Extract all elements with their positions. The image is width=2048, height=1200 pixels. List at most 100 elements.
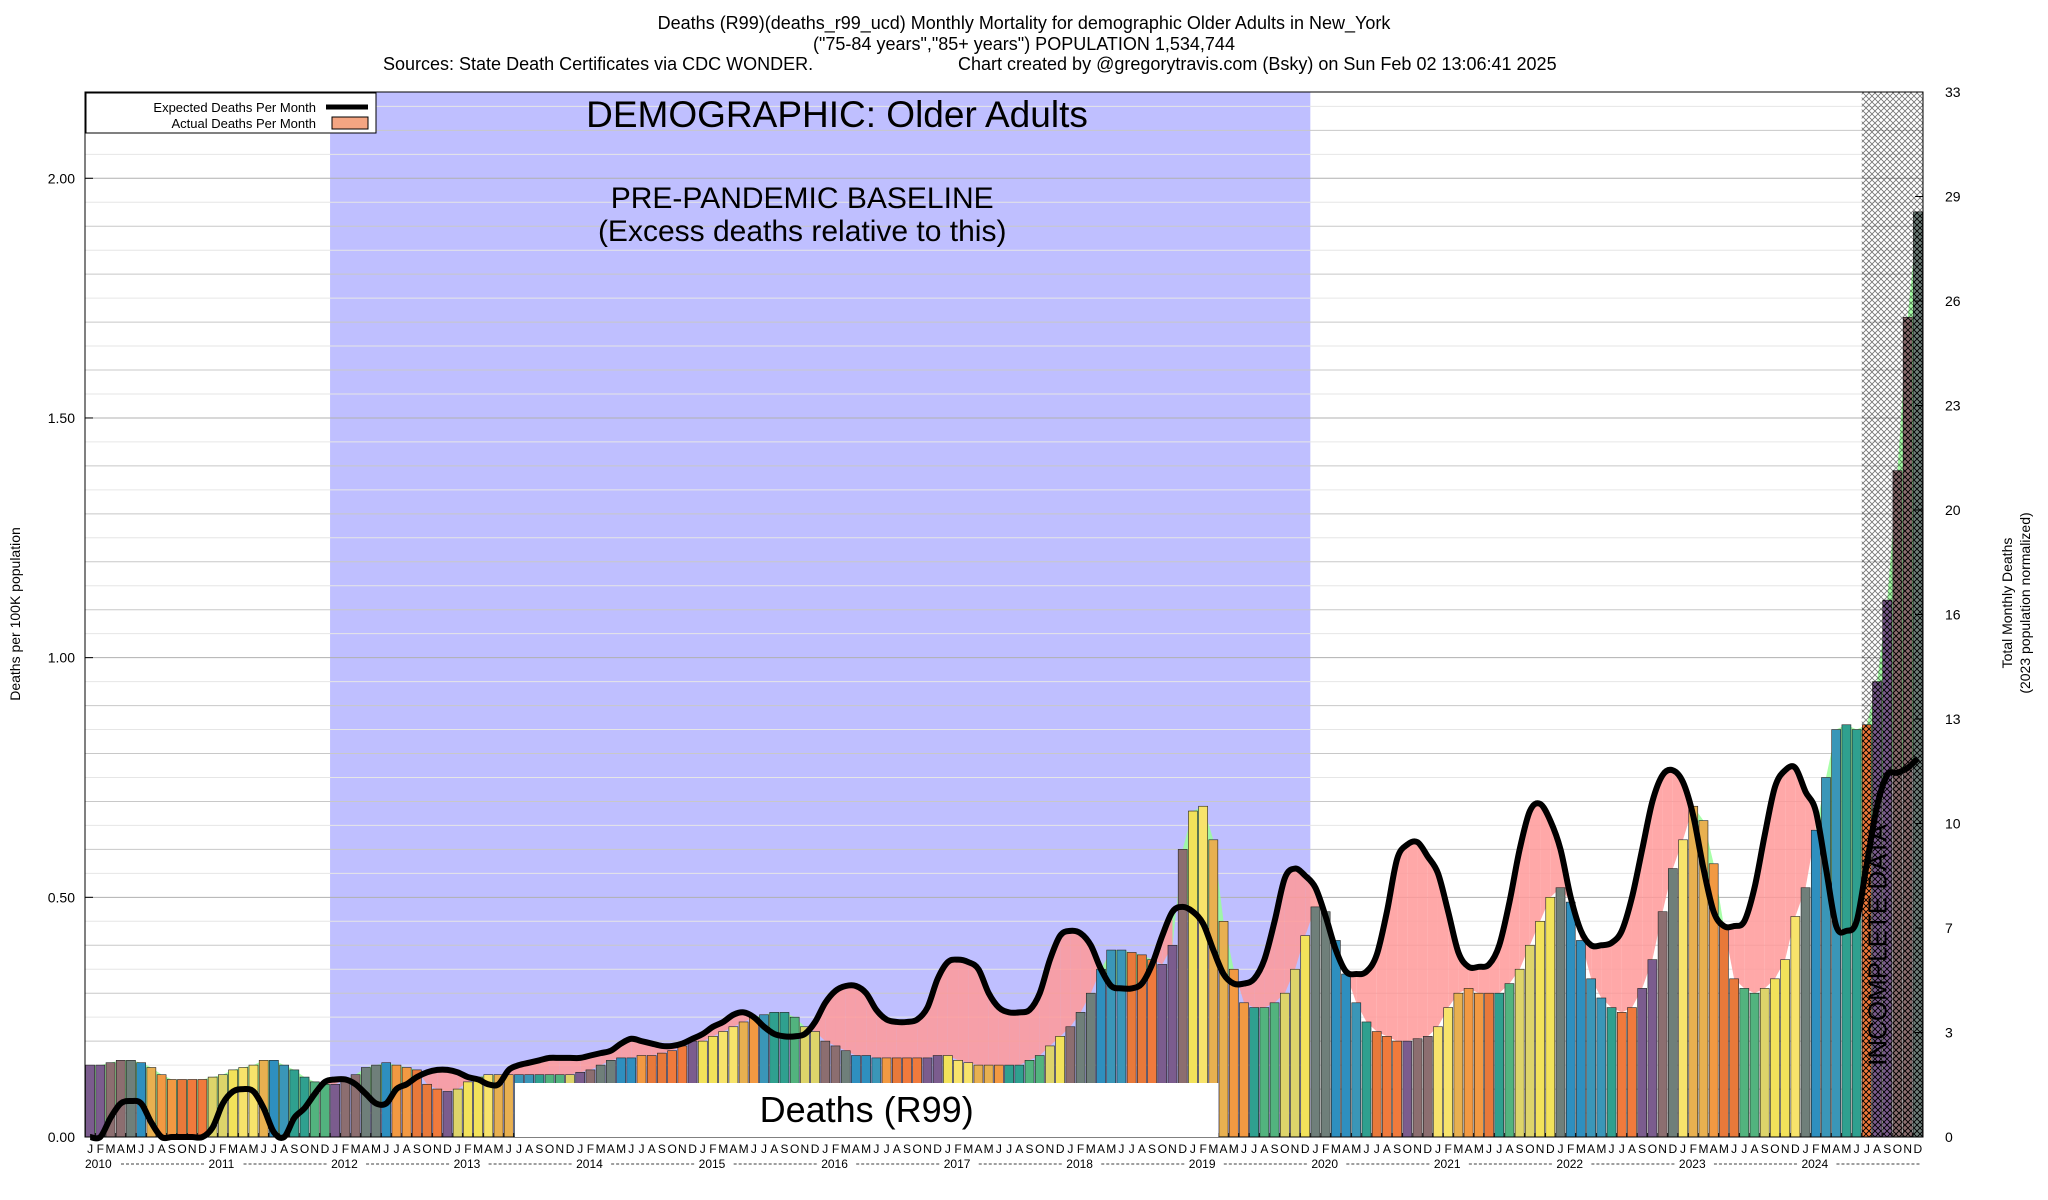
actual-deaths-bar bbox=[1433, 1026, 1443, 1138]
excess-fill-segment bbox=[1376, 911, 1387, 1037]
excess-fill-segment bbox=[1734, 921, 1745, 989]
year-tick-label: 2019 bbox=[1189, 1157, 1216, 1171]
actual-deaths-bar bbox=[1269, 1002, 1280, 1138]
month-tick-label: A bbox=[239, 1142, 247, 1156]
excess-fill-segment bbox=[1601, 942, 1612, 1008]
actual-deaths-bar bbox=[1351, 1002, 1362, 1138]
actual-deaths-bar bbox=[1422, 1036, 1433, 1138]
actual-deaths-bar bbox=[1453, 992, 1464, 1138]
excess-fill-segment bbox=[1162, 911, 1173, 965]
actual-deaths-bar bbox=[1412, 1038, 1423, 1138]
month-tick-label: M bbox=[1576, 1142, 1586, 1156]
month-tick-label: A bbox=[1383, 1142, 1391, 1156]
month-tick-label: A bbox=[362, 1142, 370, 1156]
actual-deaths-bar bbox=[1228, 968, 1239, 1138]
actual-deaths-bar bbox=[1331, 940, 1341, 1138]
excess-fill-segment bbox=[998, 1007, 1010, 1066]
month-tick-label: D bbox=[566, 1142, 575, 1156]
month-tick-label: M bbox=[126, 1142, 136, 1156]
actual-deaths-bar bbox=[1545, 897, 1556, 1138]
month-tick-label: F bbox=[954, 1142, 961, 1156]
month-tick-label: A bbox=[1097, 1142, 1105, 1156]
month-tick-label: S bbox=[168, 1142, 176, 1156]
month-tick-label: J bbox=[271, 1142, 277, 1156]
month-tick-label: M bbox=[228, 1142, 238, 1156]
actual-deaths-bar bbox=[166, 1079, 177, 1138]
legend-actual-label: Actual Deaths Per Month bbox=[171, 116, 316, 131]
month-tick-label: M bbox=[1331, 1142, 1341, 1156]
month-tick-label: J bbox=[1363, 1142, 1369, 1156]
year-tick-label: 2022 bbox=[1556, 1157, 1583, 1171]
month-tick-label: N bbox=[801, 1142, 810, 1156]
year-tick-label: 2024 bbox=[1801, 1157, 1828, 1171]
excess-fill-segment bbox=[988, 993, 999, 1066]
month-tick-label: J bbox=[332, 1142, 338, 1156]
actual-deaths-bar bbox=[473, 1076, 483, 1138]
y2-tick-label: 20 bbox=[1945, 502, 1961, 518]
month-tick-label: J bbox=[1680, 1142, 1686, 1156]
excess-fill-segment bbox=[1785, 767, 1796, 960]
month-tick-label: A bbox=[484, 1142, 492, 1156]
excess-fill-segment bbox=[906, 1019, 918, 1058]
month-tick-label: J bbox=[1067, 1142, 1073, 1156]
excess-fill-segment bbox=[855, 986, 867, 1056]
month-tick-label: D bbox=[1546, 1142, 1555, 1156]
actual-deaths-bar bbox=[1371, 1031, 1382, 1138]
y-tick-label: 0.50 bbox=[48, 889, 75, 905]
month-tick-label: S bbox=[903, 1142, 911, 1156]
month-tick-label: J bbox=[1741, 1142, 1747, 1156]
month-tick-label: J bbox=[1118, 1142, 1124, 1156]
incomplete-data-hatch bbox=[1861, 92, 1923, 1137]
actual-deaths-bar bbox=[1565, 901, 1576, 1138]
month-tick-label: M bbox=[1086, 1142, 1096, 1156]
year-tick-label: 2021 bbox=[1434, 1157, 1461, 1171]
month-tick-label: M bbox=[841, 1142, 851, 1156]
actual-deaths-bar bbox=[1688, 805, 1699, 1138]
y2-tick-label: 7 bbox=[1945, 920, 1953, 936]
month-tick-label: F bbox=[1690, 1142, 1697, 1156]
month-tick-label: J bbox=[1803, 1142, 1809, 1156]
month-tick-label: J bbox=[945, 1142, 951, 1156]
actual-deaths-bar bbox=[1729, 978, 1739, 1138]
month-tick-label: F bbox=[587, 1142, 594, 1156]
actual-deaths-bar bbox=[340, 1079, 351, 1138]
excess-fill-segment bbox=[927, 978, 938, 1058]
excess-fill-segment bbox=[886, 1019, 897, 1058]
actual-deaths-bar bbox=[1647, 959, 1658, 1138]
actual-deaths-bar bbox=[1249, 1007, 1259, 1138]
actual-deaths-bar bbox=[1443, 1007, 1453, 1138]
year-tick-label: 2013 bbox=[454, 1157, 481, 1171]
legend-actual-swatch bbox=[331, 116, 369, 130]
month-tick-label: M bbox=[596, 1142, 606, 1156]
month-tick-label: M bbox=[1698, 1142, 1708, 1156]
excess-fill-segment bbox=[835, 986, 846, 1051]
actual-deaths-bar bbox=[422, 1083, 432, 1138]
excess-fill-segment bbox=[631, 1038, 642, 1058]
month-tick-label: M bbox=[1596, 1142, 1606, 1156]
month-tick-label: A bbox=[1628, 1142, 1636, 1156]
actual-deaths-bar bbox=[85, 1064, 95, 1138]
excess-fill-segment bbox=[1366, 954, 1377, 1032]
month-tick-label: O bbox=[667, 1142, 676, 1156]
month-tick-label: M bbox=[1208, 1142, 1218, 1156]
month-tick-label: M bbox=[1719, 1142, 1729, 1156]
excess-fill-segment bbox=[1468, 966, 1479, 994]
month-tick-label: M bbox=[371, 1142, 381, 1156]
month-tick-label: J bbox=[1241, 1142, 1247, 1156]
year-tick-label: 2023 bbox=[1679, 1157, 1706, 1171]
month-tick-label: J bbox=[506, 1142, 512, 1156]
y-axis-label: Deaths per 100K population bbox=[7, 527, 23, 701]
excess-fill-segment bbox=[968, 962, 979, 1066]
month-tick-label: N bbox=[1291, 1142, 1300, 1156]
month-tick-label: M bbox=[1821, 1142, 1831, 1156]
month-tick-label: A bbox=[1751, 1142, 1759, 1156]
actual-deaths-bar bbox=[115, 1060, 126, 1138]
month-tick-label: F bbox=[97, 1142, 104, 1156]
month-tick-label: O bbox=[1280, 1142, 1289, 1156]
excess-fill-segment bbox=[1478, 964, 1490, 994]
month-tick-label: A bbox=[403, 1142, 411, 1156]
month-tick-label: F bbox=[1445, 1142, 1452, 1156]
month-tick-label: O bbox=[1403, 1142, 1412, 1156]
chart-subtitle: ("75-84 years","85+ years") POPULATION 1… bbox=[813, 34, 1235, 54]
